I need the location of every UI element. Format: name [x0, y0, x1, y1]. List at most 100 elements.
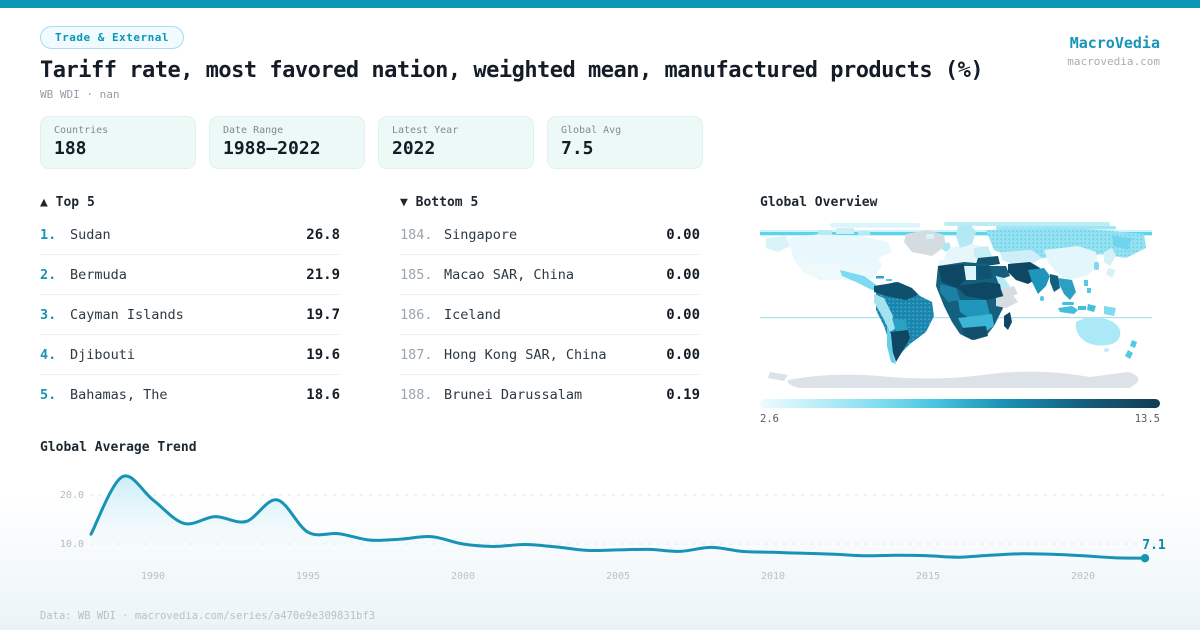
top-accent-bar — [0, 0, 1200, 8]
list-item: 184. Singapore 0.00 — [400, 215, 700, 255]
country-value: 18.6 — [306, 387, 340, 403]
trend-line — [89, 474, 1147, 560]
list-item: 4. Djibouti 19.6 — [40, 335, 340, 375]
country-name: Singapore — [444, 226, 518, 243]
country-name: Brunei Darussalam — [444, 387, 583, 403]
scale-min-label: 2.6 — [760, 413, 779, 425]
source-subtitle: WB WDI · nan — [40, 88, 120, 101]
country-value: 0.00 — [666, 266, 700, 283]
stat-cards: Countries 188 Date Range 1988–2022 Lates… — [40, 116, 1160, 169]
trend-end-dot — [1140, 554, 1150, 563]
country-name: Macao SAR, China — [444, 266, 575, 283]
category-badge: Trade & External — [40, 26, 184, 49]
xtick-label: 1995 — [296, 571, 320, 582]
country-name: Hong Kong SAR, China — [444, 346, 607, 363]
continent-antarctica — [768, 371, 1139, 388]
trend-chart-svg: 20.0 10.0 7.1 1990 1995 2000 2005 2010 2… — [60, 474, 1170, 582]
rank-label: 4. — [40, 346, 57, 363]
rank-label: 185. — [400, 266, 433, 283]
xtick-label: 1990 — [141, 571, 165, 582]
trend-end-label: 7.1 — [1142, 538, 1166, 553]
brand-name: MacroVedia — [1069, 34, 1160, 52]
continent-oceania — [1075, 317, 1137, 359]
stat-card-global-avg: Global Avg 7.5 — [547, 116, 703, 169]
rank-label: 3. — [40, 306, 57, 323]
trend-area-fill — [91, 475, 1145, 567]
main-columns: ▲ Top 5 1. Sudan 26.8 2. Bermuda 21.9 3.… — [40, 195, 1160, 425]
country-name: Cayman Islands — [70, 306, 184, 323]
rank-label: 5. — [40, 387, 57, 403]
list-item: 188. Brunei Darussalam 0.19 — [400, 375, 700, 415]
footer-attribution: Data: WB WDI · macrovedia.com/series/a47… — [40, 610, 376, 622]
bottom5-title: ▼ Bottom 5 — [400, 195, 479, 210]
region-greenland — [904, 230, 946, 256]
list-item: 185. Macao SAR, China 0.00 — [400, 255, 700, 295]
stat-card-date-range: Date Range 1988–2022 — [209, 116, 365, 169]
rank-label: 187. — [400, 346, 433, 363]
xtick-label: 2010 — [761, 571, 785, 582]
rank-label: 188. — [400, 387, 433, 403]
list-item: 2. Bermuda 21.9 — [40, 255, 340, 295]
continent-africa — [936, 262, 1018, 340]
country-name: Djibouti — [70, 346, 136, 363]
country-value: 19.7 — [306, 306, 340, 323]
country-value: 21.9 — [306, 266, 340, 283]
top5-list: ▲ Top 5 1. Sudan 26.8 2. Bermuda 21.9 3.… — [40, 195, 340, 425]
color-scale-bar — [760, 399, 1160, 408]
continent-north-america — [766, 228, 897, 292]
xtick-label: 2005 — [606, 571, 630, 582]
stat-label: Latest Year — [392, 125, 459, 136]
list-item: 3. Cayman Islands 19.7 — [40, 295, 340, 335]
brand-domain: macrovedia.com — [1067, 55, 1160, 68]
region-south-southeast-asia — [1028, 268, 1116, 316]
global-overview: Global Overview — [760, 195, 1160, 425]
list-item: 186. Iceland 0.00 — [400, 295, 700, 335]
xtick-label: 2020 — [1071, 571, 1095, 582]
country-value: 0.00 — [666, 346, 700, 363]
country-name: Bahamas, The — [70, 387, 168, 403]
country-name: Bermuda — [70, 266, 127, 283]
trend-chart: 20.0 10.0 7.1 1990 1995 2000 2005 2010 2… — [40, 459, 1170, 591]
ytick-label: 20.0 — [60, 490, 84, 501]
list-item: 187. Hong Kong SAR, China 0.00 — [400, 335, 700, 375]
page-title: Tariff rate, most favored nation, weight… — [40, 58, 984, 83]
stat-value: 7.5 — [561, 138, 594, 159]
header: Trade & External Tariff rate, most favor… — [40, 8, 1160, 101]
stat-label: Countries — [54, 125, 109, 136]
world-choropleth-map — [760, 222, 1152, 388]
list-item: 1. Sudan 26.8 — [40, 215, 340, 255]
xtick-label: 2015 — [916, 571, 940, 582]
continent-south-america — [874, 282, 934, 364]
rank-label: 1. — [40, 226, 57, 243]
trend-section: Global Average Trend 20.0 10.0 — [40, 440, 1170, 591]
country-name: Iceland — [444, 306, 501, 323]
country-value: 0.19 — [666, 387, 700, 403]
brand-block: MacroVedia macrovedia.com — [1067, 34, 1160, 68]
rank-label: 186. — [400, 306, 433, 323]
stat-card-latest-year: Latest Year 2022 — [378, 116, 534, 169]
trend-title: Global Average Trend — [40, 440, 197, 455]
stat-value: 2022 — [392, 138, 436, 159]
stat-label: Date Range — [223, 125, 284, 136]
rank-label: 184. — [400, 226, 433, 243]
ytick-label: 10.0 — [60, 539, 84, 550]
rank-label: 2. — [40, 266, 57, 283]
stat-value: 1988–2022 — [223, 138, 321, 159]
top5-title: ▲ Top 5 — [40, 195, 95, 210]
country-name: Sudan — [70, 226, 111, 243]
bottom5-list: ▼ Bottom 5 184. Singapore 0.00 185. Maca… — [400, 195, 700, 425]
scale-max-label: 13.5 — [1134, 413, 1160, 425]
xtick-label: 2000 — [451, 571, 475, 582]
list-item: 5. Bahamas, The 18.6 — [40, 375, 340, 415]
stat-card-countries: Countries 188 — [40, 116, 196, 169]
color-scale-labels: 2.6 13.5 — [760, 413, 1160, 425]
country-value: 19.6 — [306, 346, 340, 363]
region-east-asia — [1044, 246, 1116, 280]
stat-label: Global Avg — [561, 125, 622, 136]
stat-value: 188 — [54, 138, 87, 159]
country-value: 0.00 — [666, 306, 700, 323]
country-value: 26.8 — [306, 226, 340, 243]
country-value: 0.00 — [666, 226, 700, 243]
map-title: Global Overview — [760, 195, 878, 210]
